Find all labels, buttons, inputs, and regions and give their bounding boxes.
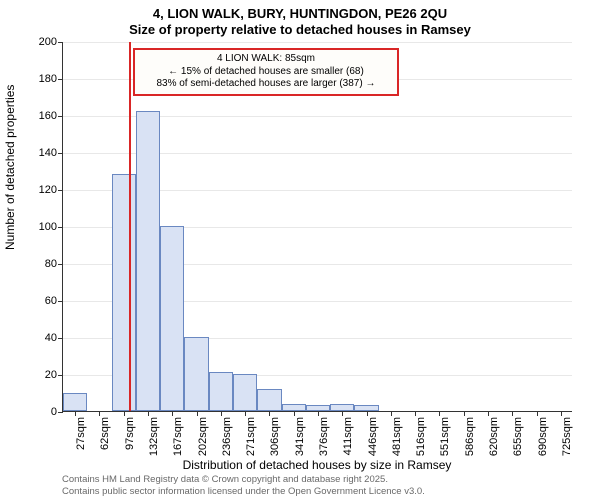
y-tick-label: 200 (39, 36, 57, 48)
footer-line-1: Contains HM Land Registry data © Crown c… (62, 474, 425, 486)
x-tick-mark (318, 411, 319, 416)
histogram-bar (330, 404, 354, 411)
x-tick-label: 551sqm (439, 417, 451, 456)
y-tick-mark (58, 190, 63, 191)
x-tick-label: 27sqm (75, 417, 87, 450)
annotation-line2: ← 15% of detached houses are smaller (68… (141, 66, 390, 79)
y-tick-mark (58, 264, 63, 265)
y-axis-label: Number of detached properties (3, 85, 17, 250)
x-tick-mark (294, 411, 295, 416)
y-tick-mark (58, 338, 63, 339)
x-tick-label: 620sqm (488, 417, 500, 456)
y-tick-mark (58, 412, 63, 413)
plot-area: 02040608010012014016018020027sqm62sqm97s… (62, 42, 572, 412)
y-tick-mark (58, 227, 63, 228)
annotation-line3: 83% of semi-detached houses are larger (… (141, 78, 390, 91)
x-tick-mark (148, 411, 149, 416)
histogram-bar (282, 404, 306, 411)
y-tick-label: 120 (39, 184, 57, 196)
histogram-bar (233, 374, 257, 411)
y-tick-label: 60 (45, 295, 57, 307)
annotation-box: 4 LION WALK: 85sqm← 15% of detached hous… (133, 48, 398, 96)
gridline (63, 42, 572, 43)
x-tick-mark (391, 411, 392, 416)
chart-title-main: 4, LION WALK, BURY, HUNTINGDON, PE26 2QU (0, 6, 600, 21)
y-tick-label: 180 (39, 73, 57, 85)
x-tick-label: 725sqm (561, 417, 573, 456)
y-tick-mark (58, 79, 63, 80)
y-tick-mark (58, 301, 63, 302)
x-tick-mark (172, 411, 173, 416)
x-tick-label: 446sqm (367, 417, 379, 456)
x-tick-mark (269, 411, 270, 416)
x-tick-mark (367, 411, 368, 416)
histogram-bar (257, 389, 281, 411)
histogram-bar (209, 372, 233, 411)
x-tick-label: 167sqm (172, 417, 184, 456)
x-tick-mark (342, 411, 343, 416)
x-tick-label: 481sqm (391, 417, 403, 456)
histogram-bar (136, 111, 160, 411)
chart-container: 4, LION WALK, BURY, HUNTINGDON, PE26 2QU… (0, 0, 600, 500)
histogram-bar (160, 226, 184, 411)
x-tick-label: 236sqm (221, 417, 233, 456)
x-tick-label: 132sqm (148, 417, 160, 456)
footer-attribution: Contains HM Land Registry data © Crown c… (62, 474, 425, 498)
x-tick-label: 586sqm (464, 417, 476, 456)
x-tick-mark (415, 411, 416, 416)
annotation-line1: 4 LION WALK: 85sqm (141, 53, 390, 66)
x-tick-mark (464, 411, 465, 416)
y-tick-label: 100 (39, 221, 57, 233)
histogram-bar (63, 393, 87, 412)
x-tick-mark (221, 411, 222, 416)
y-tick-mark (58, 375, 63, 376)
x-tick-mark (99, 411, 100, 416)
x-tick-mark (488, 411, 489, 416)
x-tick-label: 655sqm (512, 417, 524, 456)
x-tick-label: 690sqm (537, 417, 549, 456)
x-tick-label: 376sqm (318, 417, 330, 456)
y-tick-mark (58, 42, 63, 43)
y-tick-label: 0 (51, 406, 57, 418)
x-tick-label: 516sqm (415, 417, 427, 456)
y-tick-label: 160 (39, 110, 57, 122)
x-tick-mark (561, 411, 562, 416)
histogram-bar (184, 337, 208, 411)
x-tick-mark (124, 411, 125, 416)
y-tick-label: 20 (45, 369, 57, 381)
x-tick-label: 202sqm (197, 417, 209, 456)
x-tick-mark (245, 411, 246, 416)
y-tick-label: 80 (45, 258, 57, 270)
chart-title-sub: Size of property relative to detached ho… (0, 22, 600, 37)
property-marker-line (129, 42, 131, 411)
footer-line-2: Contains public sector information licen… (62, 486, 425, 498)
x-tick-label: 341sqm (294, 417, 306, 456)
x-tick-label: 97sqm (124, 417, 136, 450)
x-tick-label: 306sqm (269, 417, 281, 456)
x-axis-label: Distribution of detached houses by size … (62, 458, 572, 472)
x-tick-mark (439, 411, 440, 416)
x-tick-label: 271sqm (245, 417, 257, 456)
y-tick-mark (58, 116, 63, 117)
x-tick-mark (75, 411, 76, 416)
x-tick-label: 411sqm (342, 417, 354, 455)
y-tick-mark (58, 153, 63, 154)
histogram-bar (112, 174, 136, 411)
x-tick-label: 62sqm (99, 417, 111, 450)
y-tick-label: 140 (39, 147, 57, 159)
y-tick-label: 40 (45, 332, 57, 344)
x-tick-mark (512, 411, 513, 416)
x-tick-mark (537, 411, 538, 416)
x-tick-mark (197, 411, 198, 416)
